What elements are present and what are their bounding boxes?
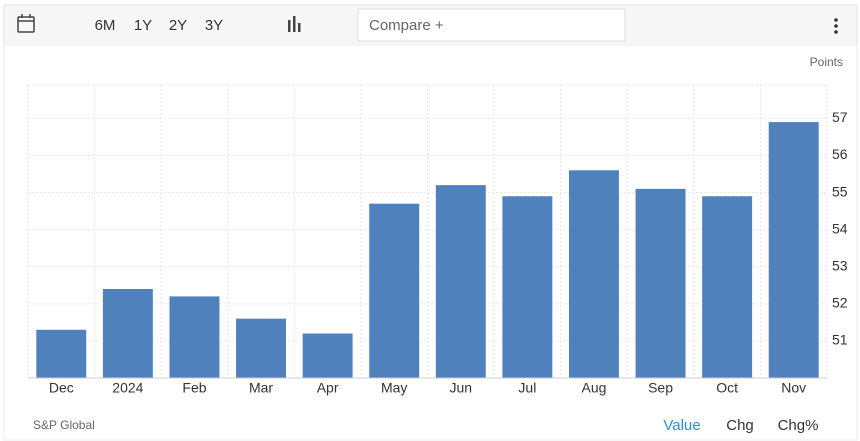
y-tick-label: 52 — [832, 295, 848, 311]
x-tick-label: Jul — [518, 380, 536, 396]
bar — [302, 333, 353, 378]
bar — [435, 185, 486, 378]
y-tick-label: 54 — [832, 220, 848, 236]
compare-placeholder: Compare + — [369, 17, 444, 34]
bar — [369, 203, 420, 378]
y-tick-label: 57 — [832, 109, 848, 125]
bar — [169, 296, 220, 378]
x-tick-label: 2024 — [112, 380, 143, 396]
tab[interactable]: Chg% — [778, 417, 819, 434]
range-button[interactable]: 2Y — [169, 17, 187, 34]
bar — [236, 318, 287, 378]
y-tick-label: 53 — [832, 257, 848, 273]
bar — [702, 196, 753, 378]
x-tick-label: Feb — [182, 380, 206, 396]
range-button[interactable]: 1Y — [134, 17, 152, 34]
bar — [102, 288, 153, 378]
bar — [502, 196, 553, 378]
x-tick-label: Sep — [648, 380, 673, 396]
bar — [568, 170, 619, 378]
chart-type-icon[interactable] — [288, 16, 301, 32]
bar — [635, 188, 686, 378]
x-tick-label: Apr — [317, 380, 339, 396]
source: S&P Global — [33, 418, 95, 432]
x-tick-label: Jun — [450, 380, 473, 396]
x-tick-label: Oct — [716, 380, 738, 396]
x-tick-label: Dec — [49, 380, 74, 396]
bar — [36, 329, 87, 378]
tab[interactable]: Value — [663, 417, 700, 434]
y-tick-label: 56 — [832, 146, 848, 162]
x-tick-label: Mar — [249, 380, 273, 396]
y-unit: Points — [810, 55, 843, 69]
bar — [768, 122, 819, 378]
compare-input[interactable] — [357, 8, 626, 42]
range-button[interactable]: 6M — [95, 17, 116, 34]
menu-icon[interactable] — [834, 18, 838, 34]
tab[interactable]: Chg — [726, 417, 754, 434]
x-tick-label: May — [381, 380, 407, 396]
range-button[interactable]: 3Y — [205, 17, 223, 34]
y-tick-label: 51 — [832, 332, 848, 348]
x-tick-label: Aug — [581, 380, 606, 396]
x-tick-label: Nov — [781, 380, 806, 396]
y-tick-label: 55 — [832, 183, 848, 199]
calendar-icon[interactable] — [17, 14, 35, 33]
